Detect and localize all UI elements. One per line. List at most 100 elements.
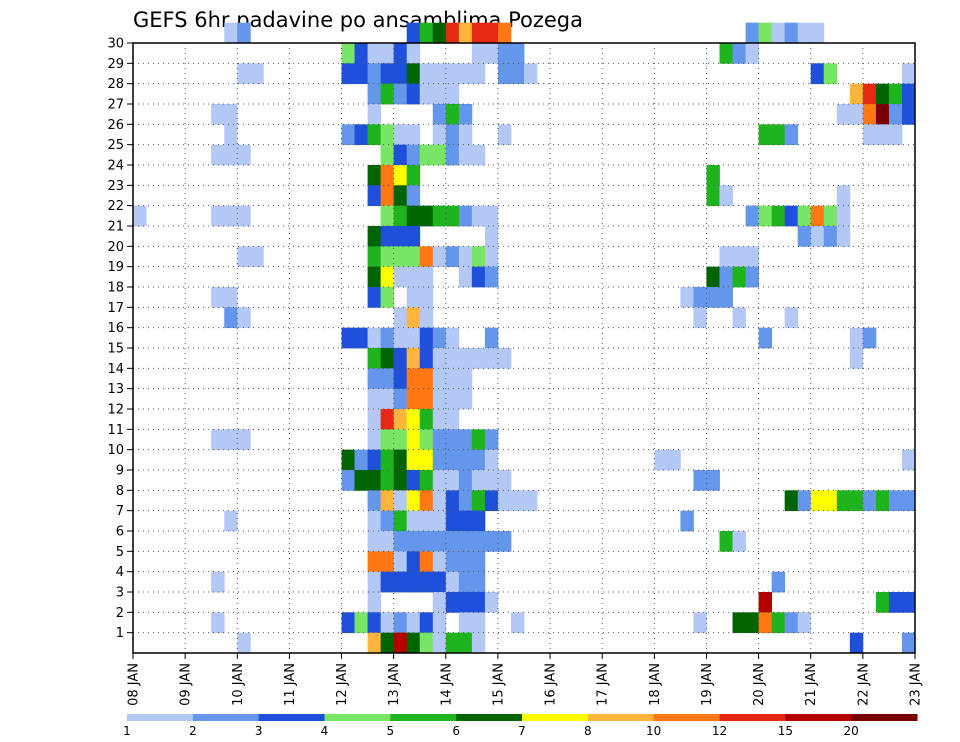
heatmap-cell (810, 205, 825, 227)
heatmap-cell (367, 165, 382, 186)
heatmap-cell (419, 205, 434, 227)
heatmap-cell (432, 632, 447, 654)
heatmap-cell (380, 348, 395, 369)
heatmap-cell (367, 429, 382, 451)
x-axis: 08 JAN 09 JAN 10 JAN 11 JAN 12 JAN 13 JAN 14 J… (127, 653, 924, 706)
x-tick-label: 13 JAN (387, 663, 402, 706)
heatmap-cell (497, 470, 512, 491)
legend-swatch (851, 714, 918, 721)
heatmap-cell (823, 63, 838, 85)
chart-title: GEFS 6hr padavine po ansamblima Pozega (133, 8, 583, 32)
y-tick-label: 26 (107, 118, 124, 133)
heatmap-cell (406, 266, 421, 288)
heatmap-cell (393, 429, 408, 451)
heatmap-cell (406, 144, 421, 166)
x-tick-label: 23 JAN (909, 663, 924, 706)
heatmap-cell (445, 551, 460, 573)
heatmap-cell (836, 104, 851, 125)
heatmap-cells (133, 22, 916, 654)
legend-swatch (785, 714, 852, 721)
heatmap-cell (380, 43, 395, 64)
heatmap-cell (732, 266, 746, 288)
heatmap-cell (484, 348, 499, 369)
heatmap-cell (797, 612, 812, 634)
heatmap-cell (380, 490, 395, 512)
heatmap-cell (380, 470, 395, 491)
heatmap-cell (393, 388, 408, 410)
heatmap-cell (393, 83, 408, 105)
heatmap-cell (432, 144, 447, 166)
heatmap-cell (445, 144, 460, 166)
heatmap-cell (758, 205, 773, 227)
heatmap-cell (693, 612, 707, 634)
heatmap-cell (497, 22, 512, 44)
heatmap-cell (471, 510, 486, 532)
heatmap-cell (862, 124, 877, 146)
heatmap-cell (758, 124, 773, 146)
heatmap-cell (471, 22, 486, 44)
heatmap-cell (432, 510, 447, 532)
heatmap-cell (758, 22, 773, 44)
heatmap-cell (484, 592, 499, 613)
heatmap-cell (393, 246, 408, 268)
heatmap-cell (406, 449, 421, 471)
heatmap-cell (445, 571, 460, 593)
heatmap-cell (484, 327, 499, 349)
heatmap-cell (419, 63, 434, 85)
heatmap-cell (393, 43, 408, 64)
heatmap-cell (432, 409, 447, 430)
heatmap-cell (784, 22, 799, 44)
legend-swatch (719, 714, 786, 721)
heatmap-cell (484, 43, 499, 64)
heatmap-cell (406, 368, 421, 390)
heatmap-cell (367, 571, 382, 593)
heatmap-cell (224, 307, 238, 329)
heatmap-cell (901, 63, 916, 85)
x-tick-label: 14 JAN (439, 663, 454, 706)
heatmap-cell (732, 307, 746, 329)
heatmap-cell (393, 348, 408, 369)
y-tick-label: 22 (107, 199, 124, 214)
y-tick-label: 21 (107, 220, 124, 235)
heatmap-cell (419, 429, 434, 451)
heatmap-cell (471, 144, 486, 166)
heatmap-cell (224, 429, 238, 451)
heatmap-cell (367, 266, 382, 288)
heatmap-cell (719, 185, 733, 207)
heatmap-cell (784, 205, 799, 227)
heatmap-cell (367, 388, 382, 410)
x-tick-label: 16 JAN (544, 663, 559, 706)
heatmap-cell (211, 104, 225, 125)
heatmap-cell (341, 43, 355, 64)
heatmap-cell (419, 409, 434, 430)
heatmap-cell (419, 83, 434, 105)
heatmap-cell (367, 348, 382, 369)
heatmap-cell (810, 226, 825, 247)
heatmap-cell (719, 287, 733, 308)
heatmap-cell (380, 226, 395, 247)
heatmap-cell (849, 83, 864, 105)
heatmap-cell (237, 429, 251, 451)
heatmap-cell (419, 490, 434, 512)
heatmap-cell (419, 531, 434, 552)
heatmap-cell (510, 63, 525, 85)
y-tick-label: 30 (107, 37, 124, 52)
y-tick-label: 23 (107, 179, 124, 194)
y-tick-label: 25 (107, 138, 124, 153)
heatmap-cell (445, 470, 460, 491)
grid-lines (133, 43, 915, 653)
heatmap-cell (471, 612, 486, 634)
heatmap-cell (367, 104, 382, 125)
heatmap-cell (484, 531, 499, 552)
heatmap-cell (797, 226, 812, 247)
heatmap-cell (406, 409, 421, 430)
heatmap-cell (406, 632, 421, 654)
heatmap-cell (471, 470, 486, 491)
heatmap-cell (380, 510, 395, 532)
heatmap-cell (745, 22, 759, 44)
x-tick-label: 09 JAN (179, 663, 194, 706)
heatmap-cell (367, 409, 382, 430)
heatmap-cell (432, 449, 447, 471)
y-tick-label: 8 (116, 484, 124, 499)
heatmap-cell (419, 246, 434, 268)
